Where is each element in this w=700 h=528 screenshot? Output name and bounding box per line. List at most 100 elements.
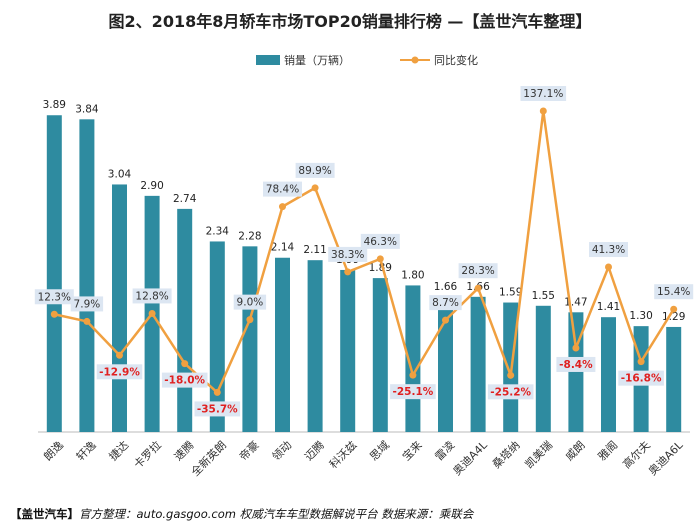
x-tick-label: 轩逸 [73,438,98,463]
x-tick-label: 奥迪A4L [450,437,491,478]
x-tick-label: 桑塔纳 [490,439,523,472]
yoy-point-10 [344,268,352,276]
x-tick-label: 宝来 [399,438,424,463]
bar-18 [601,317,616,432]
yoy-label-bg [556,356,596,372]
yoy-point-19 [637,358,645,366]
yoy-value-label: 38.3% [331,249,364,261]
bar-5 [177,208,193,432]
yoy-value-label: -16.8% [621,373,662,385]
yoy-point-4 [148,309,156,317]
bar-20 [666,326,682,432]
yoy-point-18 [605,263,612,271]
yoy-value-label: 8.7% [432,297,459,309]
bar-1 [46,115,62,432]
yoy-point-14 [474,284,482,292]
bar-9 [307,260,323,432]
bar-value-label: 1.66 [434,281,458,293]
legend-line-marker [411,56,419,64]
yoy-point-13 [442,316,449,324]
footer: 【盖世汽车】官方整理：auto.gasgoo.com 权威汽车车型数据解说平台 … [10,506,473,522]
yoy-value-label: 78.4% [266,184,299,196]
yoy-point-17 [572,344,580,352]
bar-value-label: 1.89 [369,262,392,274]
bar-13 [438,296,453,432]
yoy-label-bg [70,296,104,312]
x-tick-label: 威朗 [563,439,588,464]
yoy-value-label: -8.4% [559,359,593,371]
bar-7 [242,246,258,432]
x-tick-label: 朗逸 [41,439,66,464]
bar-17 [568,312,584,432]
footer-brand: 【盖世汽车】 [10,507,79,521]
yoy-value-label: -18.0% [164,375,205,387]
yoy-label-bg [520,86,567,102]
bar-value-label: 2.11 [303,244,326,256]
yoy-value-label: -35.7% [197,403,238,415]
bar-value-label: 2.34 [206,225,230,237]
yoy-label-bg [589,242,628,258]
bar-value-label: 2.74 [173,193,197,205]
yoy-label-bg [96,364,143,380]
yoy-point-12 [409,371,417,379]
bar-3 [112,184,127,432]
bar-value-label: 2.90 [140,180,163,192]
yoy-value-label: 9.0% [237,297,264,309]
bar-value-label: 2.28 [238,230,261,242]
yoy-label-bg [654,284,694,300]
x-tick-label: 雅阁 [595,438,620,463]
yoy-value-label: 137.1% [523,88,563,100]
x-tick-label: 雷凌 [432,438,457,463]
x-tick-label: 迈腾 [301,438,326,463]
yoy-point-16 [539,107,547,115]
bar-value-label: 3.04 [108,168,132,180]
x-tick-label: 领动 [270,439,295,464]
yoy-label-bg [263,181,302,197]
x-tick-label: 科沃兹 [326,438,359,471]
yoy-point-11 [376,255,384,263]
bar-value-label: 1.55 [532,290,555,302]
yoy-value-label: 28.3% [461,265,494,277]
legend: 销量（万辆） 同比变化 [256,53,478,67]
legend-bar-label: 销量（万辆） [284,53,350,67]
bar-14 [470,296,486,432]
yoy-point-20 [670,305,678,313]
yoy-point-9 [311,184,319,192]
yoy-label-bg [458,263,498,279]
yoy-line [54,109,675,394]
yoy-value-label: 12.8% [135,290,168,302]
yoy-value-label: 15.4% [657,286,690,298]
x-tick-label: 奥迪A6L [645,437,686,478]
yoy-label-bg [34,289,74,305]
yoy-value-label: 46.3% [364,236,397,248]
yoy-label-bg [328,246,368,262]
yoy-value-label: 7.9% [74,298,101,310]
yoy-label-bg [233,294,267,310]
yoy-value-label: 89.9% [298,165,331,177]
yoy-label-bg [132,288,172,304]
yoy-point-15 [507,371,515,379]
yoy-point-6 [213,388,221,396]
legend-bar-swatch [256,55,280,65]
x-tick-label: 捷达 [106,438,131,463]
yoy-point-8 [279,203,286,211]
yoy-point-1 [50,310,58,318]
legend-line-label: 同比变化 [434,53,478,67]
yoy-point-5 [181,360,189,368]
yoy-value-label: -25.1% [393,386,434,398]
yoy-point-3 [116,351,123,359]
bar-16 [535,305,551,432]
yoy-point-7 [246,316,254,324]
yoy-value-label: -12.9% [99,366,140,378]
yoy-value-label: 41.3% [592,244,625,256]
x-tick-label: 卡罗拉 [131,438,164,471]
yoy-value-label: 12.3% [38,291,71,303]
bar-value-label: 1.80 [401,269,424,281]
x-tick-label: 凯美瑞 [522,438,555,471]
yoy-label-bg [161,372,208,388]
bar-value-label: 1.41 [597,301,620,313]
bar-8 [275,257,290,432]
bar-value-label: 1.30 [629,310,652,322]
bar-10 [340,269,356,432]
